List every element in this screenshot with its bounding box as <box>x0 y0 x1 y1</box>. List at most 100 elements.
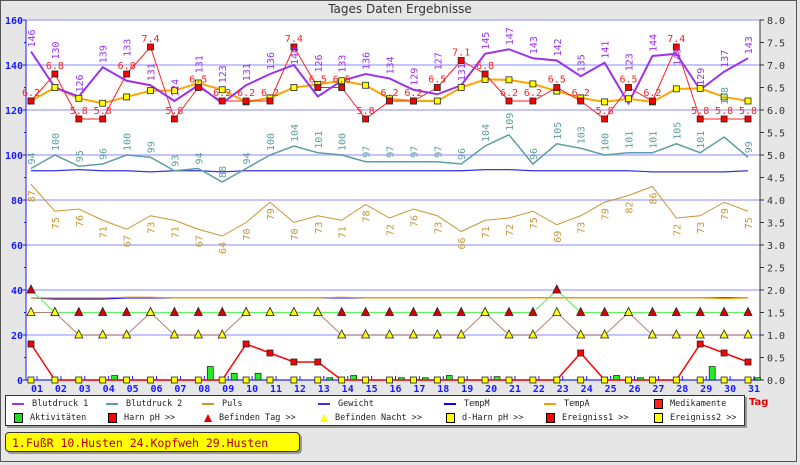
x-tick-label: 11 <box>270 384 282 395</box>
harn-ph-value-label: 6.5 <box>309 75 327 86</box>
x-tick-label: 12 <box>294 384 306 395</box>
legend-label: d-Harn pH >> <box>462 412 524 423</box>
x-tick-label: 09 <box>222 384 234 395</box>
ereigniss2-marker <box>744 376 752 384</box>
legend-label: Blutdruck 1 <box>32 398 89 409</box>
befinden-nacht-marker <box>145 306 156 316</box>
value-label-puls: 70 <box>242 229 253 241</box>
value-label-puls: 73 <box>147 222 158 234</box>
value-label-puls: 79 <box>266 208 277 220</box>
x-tick-label: 14 <box>342 384 354 395</box>
value-label-blutdruck-1: 145 <box>672 48 683 66</box>
harn-ph-value-label: 6.8 <box>118 61 136 72</box>
ereigniss2-marker <box>433 376 441 384</box>
legend-label: Gewicht <box>338 398 374 409</box>
harn-ph-marker <box>601 115 608 123</box>
harn-ph-marker <box>27 97 35 105</box>
d-harn-ph-marker <box>362 81 370 89</box>
befinden-nacht-marker <box>695 329 705 339</box>
ereigniss2-marker <box>577 376 585 384</box>
ereigniss1-marker <box>314 358 322 366</box>
legend-item-tempm: TempM <box>444 397 490 410</box>
legend-item-befinden-tag: Befinden Tag >> <box>202 411 296 424</box>
befinden-nacht-marker <box>576 329 586 339</box>
right-tick-label: 4.0 <box>767 196 785 207</box>
d-harn-ph-marker <box>744 97 752 105</box>
d-harn-ph-marker <box>529 80 537 88</box>
legend-item-ereigniss2: Ereigniss2 >> <box>652 411 737 424</box>
befinden-nacht-marker <box>480 306 490 316</box>
harn-ph-value-label: 5.8 <box>691 106 709 117</box>
x-tick-label: 07 <box>174 384 186 395</box>
d-harn-ph-marker <box>457 84 465 91</box>
value-label-puls: 67 <box>123 235 134 247</box>
befinden-tag-marker <box>121 306 132 316</box>
ereigniss1-marker <box>290 358 298 366</box>
value-label-puls: 73 <box>314 222 325 234</box>
events-note: 1.FußR 10.Husten 24.Kopfweh 29.Husten <box>5 432 300 452</box>
harn-ph-value-label: 6.5 <box>333 75 351 86</box>
value-label-blutdruck-2: 99 <box>147 141 158 153</box>
ereigniss2-marker <box>649 376 656 384</box>
legend-item-blutdruck-2: Blutdruck 2 <box>106 397 182 410</box>
harn-ph-marker <box>386 97 393 105</box>
legend-line-swatch <box>202 402 214 405</box>
legend-box-swatch <box>654 398 663 409</box>
value-label-puls: 79 <box>601 208 612 220</box>
harn-ph-marker <box>99 115 107 123</box>
x-tick-label: 06 <box>150 384 162 395</box>
harn-ph-value-label: 5.8 <box>357 106 375 117</box>
harn-ph-marker <box>625 84 632 91</box>
value-label-blutdruck-2: 104 <box>481 124 492 142</box>
value-label-blutdruck-2: 96 <box>99 148 110 160</box>
harn-ph-value-label: 5.8 <box>596 106 614 117</box>
befinden-nacht-marker <box>456 329 466 339</box>
value-label-blutdruck-1: 131 <box>147 63 158 81</box>
befinden-nacht-marker <box>408 329 419 339</box>
befinden-nacht-marker <box>599 329 610 339</box>
legend: Blutdruck 1 Blutdruck 2 Puls Gewicht TempM Te… <box>5 395 745 426</box>
harn-ph-value-label: 6.2 <box>404 88 422 99</box>
ereigniss2-marker <box>314 376 322 384</box>
right-tick-label: 1.5 <box>767 309 785 320</box>
legend-box-swatch <box>654 412 663 423</box>
value-label-blutdruck-1: 136 <box>266 52 277 70</box>
value-label-blutdruck-1: 135 <box>577 54 588 72</box>
series-line-puls <box>30 183 749 237</box>
x-tick-label: 08 <box>198 384 210 395</box>
right-tick-label: 5.0 <box>767 151 785 162</box>
harn-ph-marker <box>553 84 561 91</box>
left-tick-label: 40 <box>11 286 23 297</box>
left-tick-label: 0 <box>17 376 23 387</box>
ereigniss2-marker <box>123 376 130 384</box>
value-label-blutdruck-1: 130 <box>51 41 62 59</box>
ereigniss1-marker <box>577 349 585 357</box>
befinden-nacht-marker <box>313 306 323 316</box>
harn-ph-marker <box>433 84 441 91</box>
right-tick-label: 7.5 <box>767 39 785 50</box>
value-label-blutdruck-2: 103 <box>577 126 588 144</box>
ereigniss1-marker <box>744 358 752 366</box>
legend-item-medikamente: Medikamente <box>652 397 726 410</box>
harn-ph-marker <box>338 84 346 91</box>
legend-line-swatch <box>444 402 456 405</box>
harn-ph-value-label: 6.2 <box>22 88 40 99</box>
befinden-tag-marker <box>74 306 84 316</box>
series-line-blutdruck-1 <box>30 48 749 106</box>
befinden-tag-marker <box>456 306 466 316</box>
ereigniss2-marker <box>696 376 704 384</box>
value-label-blutdruck-1: 134 <box>386 56 397 74</box>
value-label-puls: 76 <box>75 215 86 227</box>
harn-ph-value-label: 6.5 <box>428 75 446 86</box>
value-label-blutdruck-2: 97 <box>386 146 397 158</box>
befinden-tag-marker <box>599 306 610 316</box>
value-label-blutdruck-1: 137 <box>720 50 731 68</box>
ereigniss2-marker <box>672 376 680 384</box>
legend-label: Blutdruck 2 <box>126 398 183 409</box>
befinden-nacht-marker <box>98 329 108 339</box>
value-label-puls: 64 <box>218 242 229 254</box>
befinden-tag-marker <box>504 306 514 316</box>
harn-ph-marker <box>290 43 298 51</box>
value-label-blutdruck-1: 123 <box>625 53 636 71</box>
harn-ph-value-label: 6.2 <box>213 88 231 99</box>
